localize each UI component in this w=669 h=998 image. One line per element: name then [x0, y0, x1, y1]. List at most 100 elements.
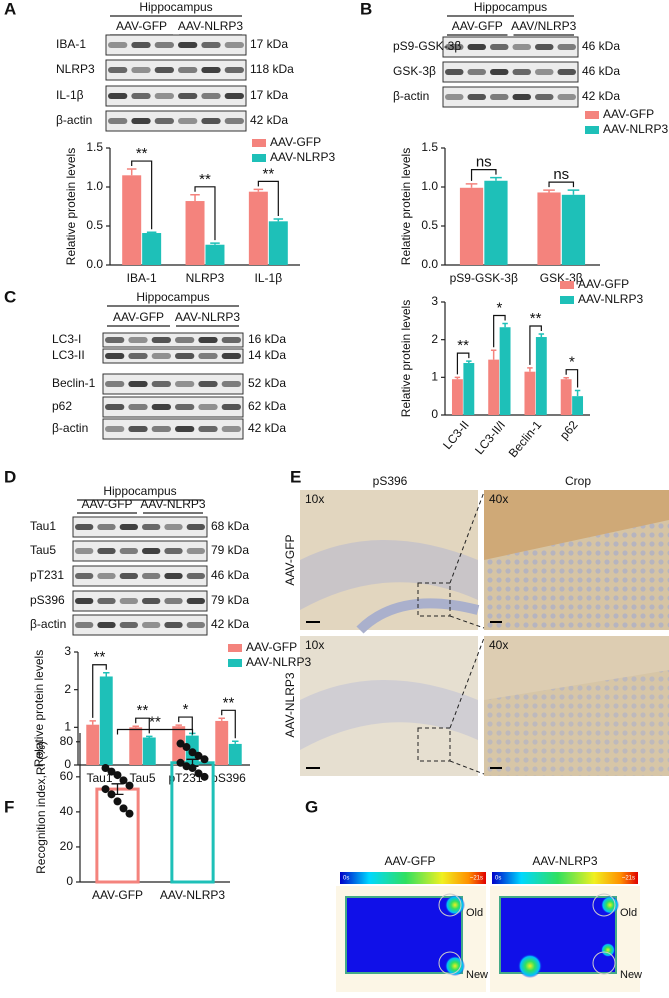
x-tick-label: IL-1β [255, 271, 283, 285]
y-tick-label: 0 [66, 874, 73, 888]
blot-band [490, 69, 509, 75]
blot-band [128, 353, 148, 359]
heat-spot [445, 956, 465, 976]
blot-band [164, 622, 183, 628]
blot-label: Tau5 [30, 543, 56, 557]
blot-band [535, 94, 554, 100]
blot-band [108, 93, 128, 99]
blot-band [535, 44, 554, 50]
blot-band [142, 598, 161, 604]
crop-box [417, 491, 485, 775]
data-point [194, 769, 203, 778]
sig-bracket [529, 325, 542, 365]
error-bar [465, 183, 478, 188]
blot-frame [102, 396, 244, 418]
sig-bracket [257, 180, 279, 216]
error-bar [132, 725, 139, 728]
y-tick-label: 1.5 [421, 140, 438, 154]
bar [142, 233, 162, 265]
blot-band [164, 548, 183, 554]
data-point [188, 748, 197, 757]
error-bar [190, 194, 200, 202]
blot-band [131, 42, 151, 48]
sig-label: ** [262, 165, 274, 182]
blot-frame [102, 348, 244, 364]
data-point [182, 743, 191, 752]
sig-bracket [131, 160, 153, 230]
legend-label: AAV-NLRP3 [246, 655, 311, 669]
blot-band [105, 353, 125, 359]
blot-band [445, 44, 464, 50]
blot-band [201, 67, 221, 73]
blot-band [175, 381, 195, 387]
sig-label: * [569, 354, 575, 371]
blot-band [445, 94, 464, 100]
error-bar [103, 671, 110, 677]
blot-band [75, 524, 94, 530]
bar [499, 327, 511, 415]
object-ring [438, 893, 616, 975]
blot-frame [72, 540, 208, 562]
blot-band [186, 524, 205, 530]
bar [228, 743, 242, 765]
blot-size: 52 kDa [248, 376, 286, 390]
blot-band [164, 524, 183, 530]
bar [86, 724, 100, 765]
blot-size: 68 kDa [211, 519, 249, 533]
blot-label: pS9-GSK-3β [393, 39, 461, 53]
data-point [107, 790, 116, 799]
blot-band [108, 118, 128, 124]
y-tick-label: 80 [60, 734, 74, 748]
group-title: AAV-GFP [384, 854, 435, 868]
blot-band [142, 524, 161, 530]
cells [484, 670, 669, 776]
error-bar [574, 389, 581, 397]
blot-label: IL-1β [56, 88, 84, 102]
blot-band [151, 426, 171, 432]
y-axis-label: Recognition index,RI (%) [34, 741, 48, 874]
blot-size: 14 kDa [248, 348, 286, 362]
bar [535, 337, 547, 415]
x-tick-label: pS9-GSK-3β [450, 271, 518, 285]
legend-swatch [560, 296, 574, 304]
blot-band [557, 69, 576, 75]
blot-size: 16 kDa [248, 332, 286, 346]
bar [205, 244, 225, 265]
data-point [113, 771, 122, 780]
data-point [176, 739, 185, 748]
blot-band [105, 337, 125, 343]
blot-band [557, 44, 576, 50]
blot-band [224, 93, 244, 99]
blot-band [186, 622, 205, 628]
x-tick-label: LC3-II [440, 418, 472, 452]
scale-max: ~21s [622, 876, 635, 882]
blot-band [128, 381, 148, 387]
blot-size: 17 kDa [250, 88, 288, 102]
data-point [101, 764, 110, 773]
blot-group: AAV-GFP [113, 310, 164, 324]
dentate [300, 540, 478, 610]
y-tick-label: 0 [431, 407, 438, 421]
data-point [125, 781, 134, 790]
sig-label: ** [530, 310, 542, 327]
sig-bracket [470, 169, 497, 181]
color-scale [340, 872, 486, 884]
bar [215, 720, 229, 765]
blot-band [128, 426, 148, 432]
blot-band [221, 426, 241, 432]
blot-band [97, 524, 116, 530]
bar [484, 180, 508, 265]
blot-band [221, 381, 241, 387]
y-tick-label: 2 [431, 332, 438, 346]
blot-band [164, 573, 183, 579]
staining: pS396 Crop AAV-GFP AAV-NLRP3 10x 40x 10x… [283, 474, 669, 776]
blot-band [119, 622, 138, 628]
blot-frame [105, 85, 247, 107]
heat-spot [601, 896, 619, 914]
blot-frame [102, 418, 244, 440]
panel-letter: E [290, 467, 301, 486]
blot-label: Beclin-1 [52, 376, 96, 390]
sig-label: * [496, 299, 502, 316]
x-tick-label: LC3-II/I [472, 418, 508, 457]
